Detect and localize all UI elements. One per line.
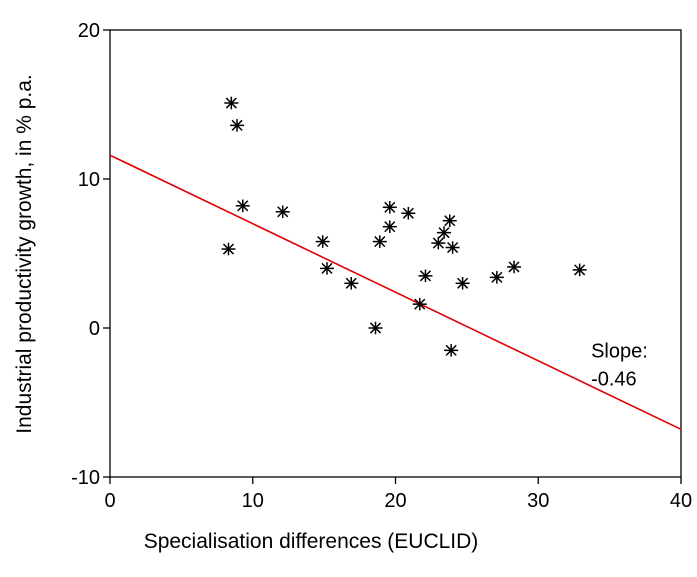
data-point bbox=[418, 269, 433, 283]
data-point bbox=[444, 344, 459, 357]
x-tick-label: 10 bbox=[242, 490, 264, 512]
data-point bbox=[368, 321, 383, 335]
annotation-slope-label: Slope: bbox=[591, 340, 648, 362]
x-tick-label: 40 bbox=[670, 490, 692, 512]
x-tick-label: 0 bbox=[104, 490, 115, 512]
data-point bbox=[382, 220, 397, 233]
data-point bbox=[224, 96, 239, 110]
data-point bbox=[506, 260, 521, 274]
regression-line bbox=[109, 154, 682, 431]
data-point bbox=[230, 119, 245, 132]
data-point bbox=[412, 297, 427, 311]
data-point bbox=[431, 236, 446, 250]
data-point bbox=[437, 226, 452, 239]
x-axis-title: Specialisation differences (EUCLID) bbox=[144, 530, 479, 553]
y-tick-label: 10 bbox=[78, 169, 100, 191]
y-tick-label: -10 bbox=[71, 467, 100, 489]
data-point bbox=[445, 241, 460, 254]
plot-area bbox=[109, 29, 682, 478]
data-point bbox=[275, 205, 290, 219]
data-point bbox=[372, 235, 387, 248]
y-axis-title: Industrial productivity growth, in % p.a… bbox=[13, 74, 36, 434]
data-point bbox=[221, 242, 236, 256]
data-point bbox=[442, 214, 457, 228]
data-point bbox=[455, 277, 470, 290]
data-point bbox=[344, 277, 359, 290]
fit-line-layer bbox=[109, 154, 682, 431]
data-point bbox=[319, 262, 334, 275]
data-point bbox=[235, 199, 250, 213]
data-point bbox=[401, 206, 416, 220]
y-tick-label: 0 bbox=[89, 318, 100, 340]
data-point bbox=[489, 271, 504, 284]
y-tick-label: 20 bbox=[78, 20, 100, 42]
points-layer bbox=[221, 96, 587, 357]
annotation-slope-value: -0.46 bbox=[591, 368, 637, 390]
data-point bbox=[382, 201, 397, 214]
data-point bbox=[572, 263, 587, 277]
x-tick-label: 30 bbox=[527, 490, 549, 512]
plot-frame bbox=[109, 29, 682, 478]
data-point bbox=[315, 235, 330, 248]
x-tick-label: 20 bbox=[384, 490, 406, 512]
